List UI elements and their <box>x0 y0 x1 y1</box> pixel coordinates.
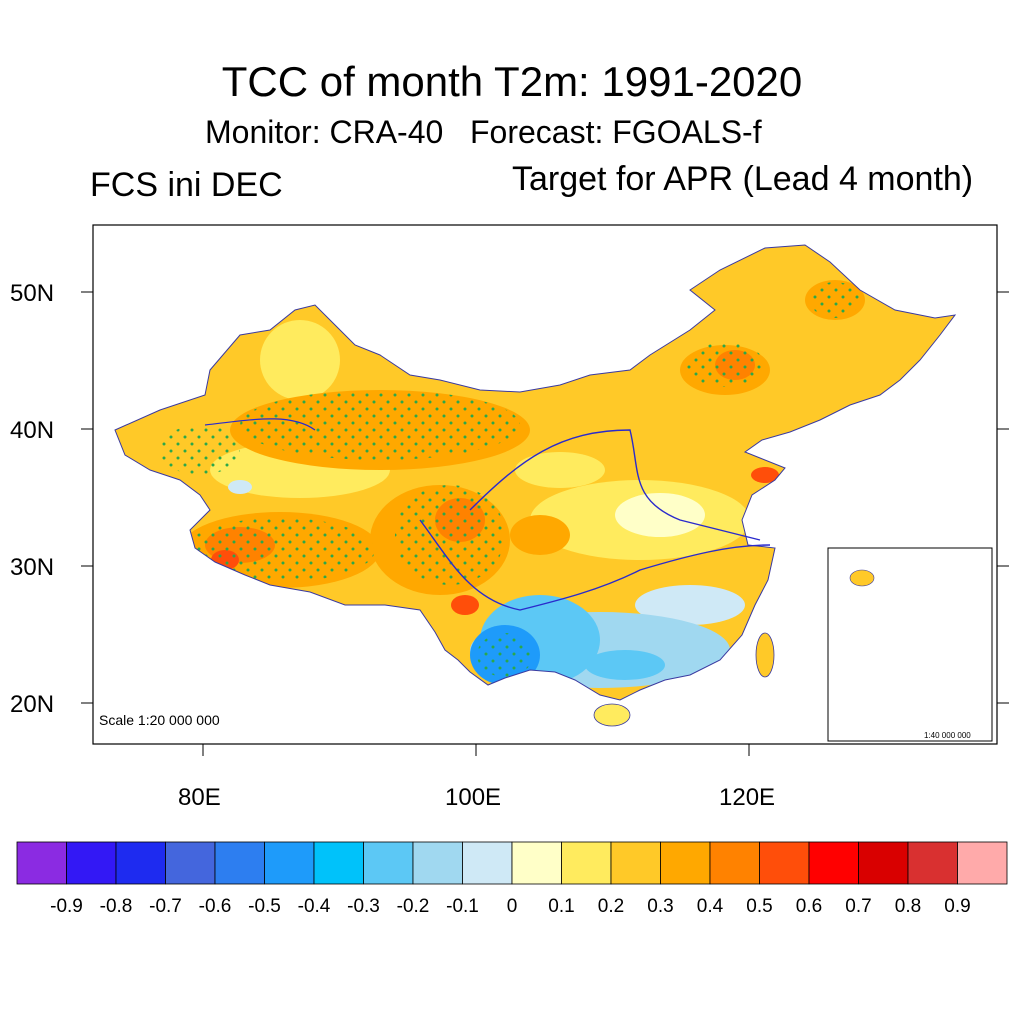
taiwan-island <box>755 632 775 678</box>
colorbar-tick-label: 0 <box>506 896 518 917</box>
colorbar-tick-label: 0.7 <box>845 896 872 917</box>
colorbar-swatch <box>561 841 612 885</box>
colorbar-swatch <box>363 841 414 885</box>
lon-ticks <box>202 744 750 756</box>
colorbar-swatch <box>115 841 166 885</box>
colorbar <box>16 841 1008 885</box>
colorbar-tick-label: 0.9 <box>944 896 971 917</box>
colorbar-tick-label: -0.2 <box>396 896 430 917</box>
colorbar-tick-label: 0.1 <box>548 896 575 917</box>
colorbar-tick-label: -0.5 <box>248 896 281 917</box>
colorbar-tick-label: -0.4 <box>297 896 331 917</box>
colorbar-tick-label: 0.5 <box>746 896 773 917</box>
colorbar-swatch <box>957 841 1008 885</box>
colorbar-swatch <box>808 841 859 885</box>
colorbar-swatch <box>16 841 67 885</box>
colorbar-swatch <box>709 841 760 885</box>
lat-label-50n: 50N <box>10 280 55 307</box>
colorbar-tick-label: -0.8 <box>99 896 133 917</box>
target-label: Target for APR (Lead 4 month) <box>512 160 974 198</box>
map-subtitle: Monitor: CRA-40 Forecast: FGOALS-f <box>205 114 762 150</box>
colorbar-tick-label: 0.6 <box>795 896 823 917</box>
colorbar-swatch <box>610 841 661 885</box>
colorbar-swatch <box>462 841 513 885</box>
yellow-river <box>469 429 761 541</box>
colorbar-swatch <box>660 841 711 885</box>
colorbar-tick-label: -0.7 <box>149 896 182 917</box>
colorbar-tick-label: 0.8 <box>894 896 922 917</box>
lat-label-20n: 20N <box>10 691 55 718</box>
yangtze-river <box>419 519 771 611</box>
colorbar-swatch <box>907 841 958 885</box>
colorbar-tick-label: 0.4 <box>696 896 724 917</box>
colorbar-swatch <box>214 841 265 885</box>
colorbar-swatch <box>858 841 909 885</box>
tarim-river <box>204 418 316 431</box>
lat-ticks <box>81 291 1009 704</box>
lat-label-30n: 30N <box>10 554 55 581</box>
lon-label-80e: 80E <box>178 784 221 811</box>
colorbar-tick-label: -0.3 <box>347 896 380 917</box>
colorbar-swatch <box>264 841 315 885</box>
colorbar-swatch <box>165 841 216 885</box>
lon-label-100e: 100E <box>445 784 502 811</box>
colorbar-tick-label: -0.1 <box>446 896 479 917</box>
lat-label-40n: 40N <box>10 417 55 444</box>
hainan-island <box>593 703 631 727</box>
lon-label-120e: 120E <box>719 784 776 811</box>
map-title: TCC of month T2m: 1991-2020 <box>221 58 803 105</box>
inset-hainan <box>849 569 875 587</box>
colorbar-swatch <box>412 841 463 885</box>
colorbar-tick-label: -0.6 <box>198 896 232 917</box>
colorbar-swatch <box>511 841 562 885</box>
colorbar-tick-label: 0.2 <box>597 896 625 917</box>
inset-scale-text: 1:40 000 000 <box>924 731 971 740</box>
colorbar-swatch <box>66 841 117 885</box>
colorbar-swatch <box>759 841 810 885</box>
scale-text: Scale 1:20 000 000 <box>99 712 220 728</box>
colorbar-swatch <box>313 841 364 885</box>
colorbar-tick-label: -0.9 <box>50 896 83 917</box>
forecast-init-label: FCS ini DEC <box>90 166 283 204</box>
colorbar-tick-label: 0.3 <box>647 896 674 917</box>
